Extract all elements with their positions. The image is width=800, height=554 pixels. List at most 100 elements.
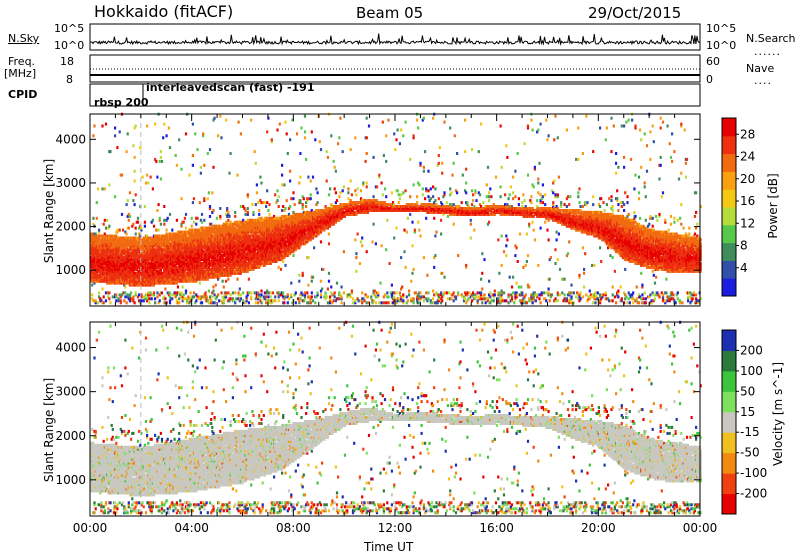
power-cell — [104, 219, 106, 222]
power-cell — [216, 217, 218, 220]
power-cell — [214, 117, 216, 120]
power-cell — [116, 229, 118, 232]
power-cell — [193, 197, 195, 200]
power-cell — [247, 211, 249, 214]
power-cell — [135, 291, 137, 294]
power-cell — [206, 295, 208, 298]
power-cell — [204, 291, 206, 294]
power-cell — [137, 221, 139, 224]
power-cell — [96, 201, 98, 204]
power-cell — [134, 170, 136, 173]
power-cell — [203, 219, 205, 222]
power-cell — [144, 205, 146, 208]
power-cell — [180, 291, 182, 294]
power-cell — [134, 301, 136, 304]
power-cell — [209, 205, 211, 208]
power-cell — [91, 293, 93, 296]
power-cell — [278, 205, 280, 208]
power-cell — [256, 191, 258, 194]
power-cell — [244, 213, 246, 216]
power-cell — [108, 297, 110, 300]
power-cell — [105, 299, 107, 302]
power-cell — [109, 301, 111, 304]
power-cell — [193, 291, 195, 294]
power-cell — [234, 215, 236, 218]
power-cell — [119, 130, 121, 133]
power-cell — [171, 229, 173, 232]
power-cell — [163, 223, 165, 226]
power-cell — [302, 293, 304, 296]
power-cell — [126, 233, 128, 236]
power-cell — [152, 187, 154, 190]
power-cell — [255, 301, 257, 304]
power-cell — [260, 182, 262, 185]
power-cell — [148, 297, 150, 300]
power-cell — [311, 130, 313, 133]
power-cell — [257, 201, 259, 204]
power-cell — [299, 199, 301, 202]
power-cell — [260, 301, 262, 304]
power-cell — [98, 229, 100, 232]
power-cell — [191, 217, 193, 220]
power-cell — [244, 209, 246, 212]
power-cell — [302, 203, 304, 206]
power-cell — [225, 291, 227, 294]
power-cell — [232, 291, 234, 294]
power-cell — [200, 166, 202, 169]
power-cell — [265, 205, 267, 208]
power-cell — [126, 203, 128, 206]
power-cell — [217, 293, 219, 296]
power-cell — [160, 150, 162, 153]
power-cell — [256, 183, 258, 186]
power-cell — [227, 211, 229, 214]
power-cell — [185, 227, 187, 230]
power-cell — [164, 288, 166, 291]
power-cell — [211, 191, 213, 194]
power-cell — [271, 138, 273, 141]
power-cell — [201, 213, 203, 216]
power-cell — [119, 229, 121, 232]
power-cell — [290, 293, 292, 296]
power-cell — [132, 295, 134, 298]
power-cell — [128, 219, 130, 222]
power-cell — [185, 213, 187, 216]
power-cell — [201, 221, 203, 224]
power-cell — [260, 290, 262, 293]
power-cell — [153, 225, 155, 228]
power-cell — [105, 123, 107, 126]
power-cell — [227, 219, 229, 222]
power-cell — [183, 293, 185, 296]
power-cell — [160, 223, 162, 226]
power-cell — [122, 229, 124, 232]
power-cell — [314, 301, 316, 304]
power-cell — [180, 168, 182, 171]
power-cell — [254, 150, 256, 153]
power-cell — [218, 299, 220, 302]
power-cell — [310, 180, 312, 183]
power-cell — [129, 191, 131, 194]
power-cell — [295, 301, 297, 304]
power-cell — [138, 293, 140, 296]
power-cell — [114, 127, 116, 130]
power-cell — [238, 121, 240, 124]
power-cell — [153, 291, 155, 294]
power-cell — [276, 189, 278, 192]
power-cell — [299, 152, 301, 155]
power-cell — [150, 291, 152, 294]
power-cell — [195, 299, 197, 302]
power-cell — [266, 290, 268, 293]
power-cell — [190, 291, 192, 294]
power-cell — [240, 293, 242, 296]
power-cell — [286, 132, 288, 135]
power-cell — [266, 189, 268, 192]
power-cell — [212, 290, 214, 293]
power-cell — [161, 291, 163, 294]
power-cell — [134, 156, 136, 159]
power-cell — [158, 203, 160, 206]
power-cell — [257, 301, 259, 304]
power-cell — [303, 197, 305, 200]
power-cell — [278, 299, 280, 302]
power-cell — [298, 280, 300, 283]
power-cell — [155, 160, 157, 163]
power-cell — [230, 297, 232, 300]
